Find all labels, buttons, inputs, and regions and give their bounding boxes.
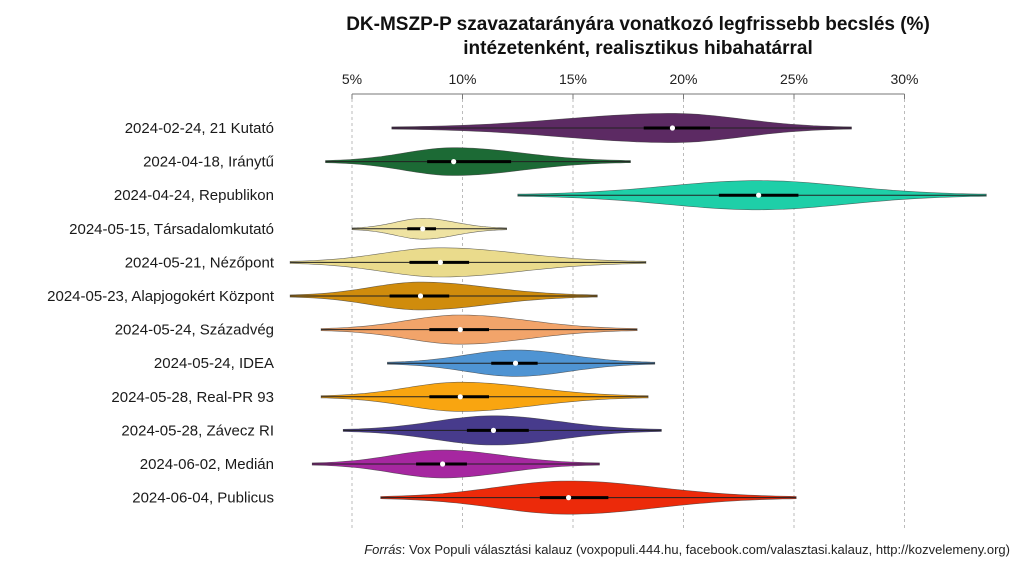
median-point (451, 159, 457, 165)
median-point (457, 394, 463, 400)
violin-group (325, 147, 631, 176)
median-point (417, 293, 424, 299)
median-point (565, 495, 572, 501)
row-label: 2024-02-24, 21 Kutató (125, 120, 274, 137)
violin-group (380, 480, 797, 515)
row-label: 2024-05-23, Alapjogokért Központ (47, 288, 275, 305)
row-label: 2024-05-15, Társadalomkutató (69, 221, 274, 238)
tick-label: 5% (342, 71, 362, 87)
median-point (756, 192, 762, 198)
violin-group (320, 314, 638, 345)
source-text: : Vox Populi választási kalauz (voxpopul… (402, 542, 1010, 557)
median-point (440, 461, 446, 467)
row-label: 2024-06-02, Medián (140, 456, 274, 473)
row-label: 2024-06-04, Publicus (132, 490, 274, 507)
violin-group (387, 349, 656, 377)
violin-group (289, 247, 647, 278)
tick-label: 20% (669, 71, 697, 87)
median-point (437, 259, 443, 265)
violin-group (320, 381, 649, 412)
violin-group (289, 281, 598, 311)
violin-group (391, 113, 852, 143)
violin-group (342, 415, 662, 446)
violin-group (311, 449, 600, 479)
violins (289, 113, 987, 515)
median-point (669, 125, 676, 131)
tick-label: 10% (448, 71, 476, 87)
violin-group (517, 180, 987, 211)
source-note: Forrás: Vox Populi választási kalauz (vo… (364, 542, 1010, 557)
median-point (420, 226, 426, 232)
tick-label: 15% (559, 71, 587, 87)
row-labels: 2024-02-24, 21 Kutató 2024-04-18, Iránytű… (47, 120, 275, 507)
chart-subtitle: intézetenként, realisztikus hibahatárral (463, 38, 813, 59)
row-label: 2024-04-24, Republikon (114, 187, 274, 204)
median-point (457, 327, 463, 333)
x-axis: 5% 10% 15% 20% 25% 30% (342, 71, 919, 99)
row-label: 2024-05-28, Real-PR 93 (111, 389, 274, 406)
row-label: 2024-05-24, IDEA (154, 355, 274, 372)
row-label: 2024-05-28, Závecz RI (121, 422, 274, 439)
row-label: 2024-04-18, Iránytű (143, 154, 274, 171)
row-label: 2024-05-21, Nézőpont (125, 254, 275, 271)
violin-group (351, 218, 507, 240)
row-label: 2024-05-24, Századvég (115, 322, 274, 339)
source-prefix: Forrás (364, 542, 402, 557)
median-point (490, 427, 497, 433)
tick-label: 30% (890, 71, 918, 87)
median-point (512, 360, 519, 366)
chart-title: DK-MSZP-P szavazatarányára vonatkozó leg… (346, 14, 930, 35)
tick-label: 25% (780, 71, 808, 87)
